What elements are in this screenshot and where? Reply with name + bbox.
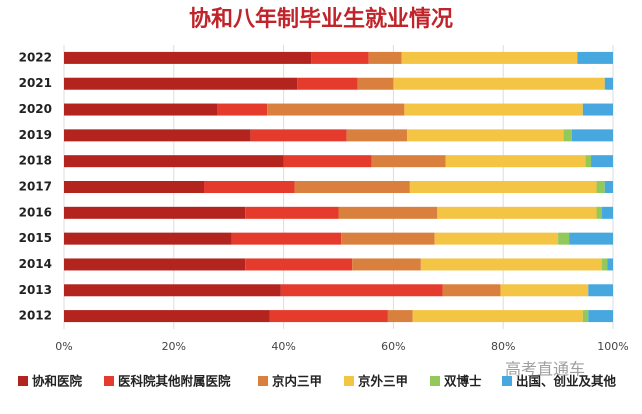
bar-segment: [602, 258, 608, 271]
bar-segment: [582, 310, 589, 323]
bar-segment: [571, 129, 613, 142]
bar-segment: [445, 155, 586, 168]
bar-segment: [404, 103, 583, 116]
y-tick-label: 2022: [19, 50, 52, 64]
bar-segment: [64, 77, 298, 90]
legend-label: 双博士: [443, 374, 482, 389]
bar-segment: [412, 310, 583, 323]
bar-segment: [582, 103, 613, 116]
y-tick-label: 2018: [19, 154, 52, 168]
bar-segment: [338, 206, 438, 219]
y-tick-label: 2016: [19, 205, 52, 219]
bar-segment: [442, 284, 501, 297]
bar-segment: [604, 181, 613, 193]
bar-segment: [437, 206, 597, 219]
bar-segment: [569, 232, 613, 245]
legend-swatch: [258, 376, 268, 386]
bar-segment: [64, 103, 218, 116]
bar-segment: [64, 51, 312, 64]
legend-label: 医科院其他附属医院: [118, 374, 231, 389]
y-tick-label: 2019: [19, 128, 52, 142]
bar-segment: [267, 103, 405, 116]
bar-segment: [294, 181, 410, 193]
bar-segment: [64, 258, 246, 271]
bar-segment: [64, 129, 251, 142]
bar-segment: [596, 181, 605, 193]
bar-segment: [280, 284, 443, 297]
bar-segment: [64, 284, 281, 297]
bar-segment: [341, 232, 435, 245]
x-tick-label: 20%: [162, 340, 186, 353]
y-tick-label: 2012: [19, 309, 52, 323]
bar-segment: [591, 155, 613, 168]
bar-segment: [588, 284, 613, 297]
legend-label: 协和医院: [32, 374, 83, 389]
bar-segment: [64, 310, 270, 323]
chart-title: 协和八年制毕业生就业情况: [189, 6, 453, 32]
bar-segment: [602, 206, 613, 219]
bar-segment: [500, 284, 589, 297]
bar-segment: [371, 155, 446, 168]
y-tick-label: 2013: [19, 283, 52, 297]
bar-segment: [64, 206, 246, 219]
x-tick-label: 60%: [381, 340, 405, 353]
bar-segment: [352, 258, 421, 271]
x-tick-label: 0%: [55, 340, 72, 353]
bar-segment: [401, 51, 578, 64]
bar-segment: [558, 232, 570, 245]
bar-segment: [64, 181, 204, 193]
bar-segment: [588, 310, 613, 323]
bar-segment: [283, 155, 372, 168]
y-tick-label: 2014: [19, 257, 52, 271]
bar-segment: [357, 77, 394, 90]
legend-swatch: [344, 376, 354, 386]
bar-segment: [434, 232, 559, 245]
legend-label: 出国、创业及其他: [516, 374, 617, 389]
bar-segment: [250, 129, 347, 142]
bar-segment: [311, 51, 369, 64]
bar-segment: [245, 206, 339, 219]
legend-swatch: [18, 376, 28, 386]
bar-segment: [387, 310, 413, 323]
bar-segment: [217, 103, 268, 116]
y-tick-label: 2021: [19, 76, 52, 90]
bar-segment: [577, 51, 613, 64]
bar-segment: [563, 129, 572, 142]
bar-segment: [420, 258, 603, 271]
bar-segment: [297, 77, 358, 90]
legend-label: 京外三甲: [358, 374, 408, 389]
bar-segment: [596, 206, 603, 219]
legend-swatch: [430, 376, 440, 386]
watermark: 高考直通车: [505, 360, 585, 379]
bar-segment: [231, 232, 342, 245]
x-tick-label: 40%: [271, 340, 295, 353]
bar-segment: [607, 258, 613, 271]
y-tick-label: 2015: [19, 231, 52, 245]
bar-segment: [585, 155, 592, 168]
bar-segment: [245, 258, 353, 271]
bar-segment: [203, 181, 295, 193]
x-tick-label: 100%: [597, 340, 628, 353]
bar-segment: [64, 155, 284, 168]
bar-segment: [64, 232, 232, 245]
y-tick-label: 2020: [19, 102, 52, 116]
legend-label: 京内三甲: [272, 374, 322, 389]
bar-segment: [604, 77, 613, 90]
legend-swatch: [502, 376, 512, 386]
legend-swatch: [104, 376, 114, 386]
bar-segment: [269, 310, 388, 323]
bar-segment: [409, 181, 597, 193]
x-tick-label: 80%: [491, 340, 515, 353]
bar-segment: [407, 129, 564, 142]
bar-segment: [393, 77, 605, 90]
bar-segment: [346, 129, 408, 142]
bar-segment: [368, 51, 402, 64]
y-tick-label: 2017: [19, 180, 52, 194]
